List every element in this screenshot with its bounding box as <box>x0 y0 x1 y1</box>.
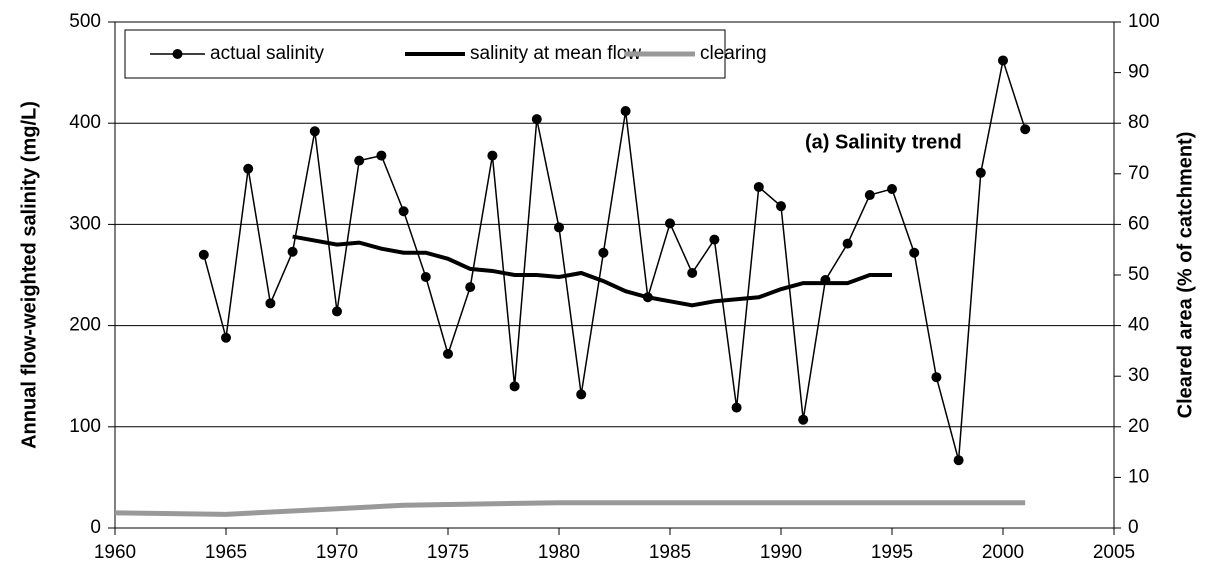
legend-label: salinity at mean flow <box>470 43 641 64</box>
marker <box>1020 124 1031 135</box>
marker <box>709 234 720 245</box>
y2-tick-label: 30 <box>1128 365 1149 386</box>
x-tick-label: 1995 <box>871 542 913 563</box>
marker <box>798 414 809 425</box>
x-tick-label: 1960 <box>94 542 136 563</box>
x-tick-label: 1975 <box>427 542 469 563</box>
marker <box>776 201 786 212</box>
legend-label: clearing <box>700 43 767 64</box>
legend-label: actual salinity <box>210 43 325 64</box>
series-line <box>203 57 1026 461</box>
marker <box>842 238 853 249</box>
y-tick-label: 400 <box>69 112 101 133</box>
marker <box>531 114 542 125</box>
marker <box>887 183 897 194</box>
y2-tick-label: 10 <box>1128 466 1149 487</box>
marker <box>376 150 387 161</box>
x-tick-label: 1985 <box>649 542 691 563</box>
marker <box>465 282 476 293</box>
marker <box>598 247 609 258</box>
y2-tick-label: 50 <box>1128 264 1149 285</box>
marker <box>509 381 520 392</box>
marker <box>309 126 320 137</box>
x-tick-label: 1990 <box>760 542 802 563</box>
x-tick-label: 1980 <box>538 542 580 563</box>
y-tick-label: 100 <box>69 416 101 437</box>
marker <box>420 272 431 283</box>
series-line <box>114 500 1026 517</box>
marker <box>953 455 964 466</box>
y2-axis-label: Cleared area (% of catchment) <box>1174 132 1196 419</box>
marker <box>998 55 1008 66</box>
marker <box>620 106 631 117</box>
y2-tick-label: 60 <box>1128 213 1149 234</box>
y2-tick-label: 90 <box>1128 62 1149 83</box>
marker <box>909 247 920 258</box>
marker <box>398 206 409 217</box>
y-tick-label: 0 <box>90 517 101 538</box>
legend-marker <box>172 49 183 59</box>
x-tick-label: 1965 <box>205 542 247 563</box>
marker <box>864 190 875 201</box>
marker <box>221 332 231 343</box>
x-tick-label: 1970 <box>316 542 358 563</box>
marker <box>753 181 764 192</box>
y2-tick-label: 0 <box>1128 517 1139 538</box>
x-tick-label: 2005 <box>1093 542 1135 563</box>
marker <box>243 163 254 174</box>
marker <box>354 155 365 166</box>
marker <box>198 249 209 260</box>
x-tick-label: 2000 <box>982 542 1024 563</box>
marker <box>665 218 675 229</box>
marker <box>731 402 742 413</box>
y2-tick-label: 70 <box>1128 163 1149 184</box>
marker <box>576 389 587 400</box>
marker <box>554 222 564 233</box>
y-tick-label: 500 <box>69 11 101 32</box>
marker <box>687 267 698 278</box>
marker <box>487 150 498 161</box>
y2-tick-label: 40 <box>1128 315 1149 336</box>
y-tick-label: 200 <box>69 315 101 336</box>
marker <box>443 348 453 359</box>
y-axis-label: Annual flow-weighted salinity (mg/L) <box>18 101 40 449</box>
y2-tick-label: 80 <box>1128 112 1149 133</box>
marker <box>287 246 298 257</box>
series-line <box>292 234 892 308</box>
marker <box>975 167 986 178</box>
y2-tick-label: 100 <box>1128 11 1160 32</box>
marker <box>332 306 342 317</box>
marker <box>931 372 942 383</box>
marker <box>265 298 276 309</box>
annotation: (a) Salinity trend <box>805 131 962 153</box>
y-tick-label: 300 <box>69 213 101 234</box>
y2-tick-label: 20 <box>1128 416 1149 437</box>
